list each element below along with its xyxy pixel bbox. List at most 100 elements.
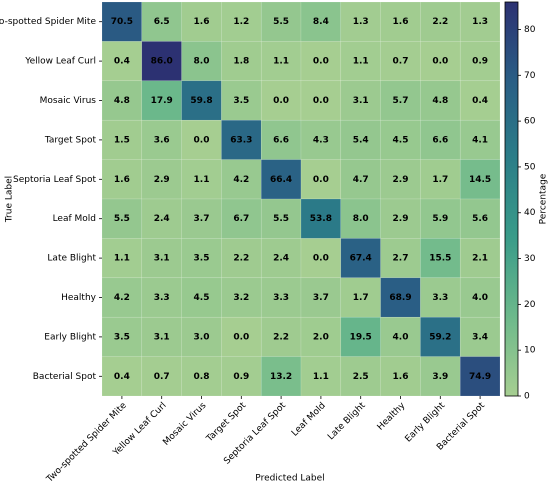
- cell-label: 3.1: [353, 96, 369, 106]
- heatmap-cell: [340, 238, 381, 279]
- y-tick-label: Yellow Leaf Curl: [24, 57, 96, 67]
- cell-label: 6.5: [154, 17, 170, 27]
- cell-label: 4.2: [233, 175, 249, 185]
- y-tick-label: Mosaic Virus: [40, 96, 97, 106]
- heatmap-cell: [459, 238, 501, 279]
- heatmap-cell: [141, 1, 182, 42]
- cell-label: 5.9: [432, 214, 448, 224]
- cell-label: 4.5: [393, 135, 409, 145]
- heatmap-cell: [459, 356, 501, 397]
- cell-label: 3.5: [114, 332, 130, 342]
- x-tick-label: Mosaic Virus: [161, 401, 208, 448]
- cell-label: 5.5: [114, 214, 130, 224]
- cell-label: 1.1: [273, 57, 289, 67]
- cell-label: 1.6: [393, 372, 409, 382]
- cell-label: 1.7: [353, 293, 369, 303]
- cell-label: 0.7: [393, 57, 409, 67]
- heatmap-cell: [300, 356, 342, 397]
- y-tick-label: Bacterial Spot: [33, 372, 97, 382]
- cell-label: 6.7: [233, 214, 249, 224]
- cell-label: 68.9: [389, 293, 411, 303]
- x-axis-label: Predicted Label: [255, 474, 324, 484]
- cell-label: 14.5: [469, 175, 491, 185]
- heatmap-cell: [181, 41, 222, 82]
- cell-label: 4.0: [393, 332, 409, 342]
- heatmap-cell: [221, 159, 262, 200]
- heatmap-cell: [260, 80, 302, 121]
- heatmap-cell: [181, 198, 222, 239]
- heatmap-cell: [181, 356, 222, 397]
- heatmap-cell: [260, 277, 302, 318]
- x-tick-label: Target Spot: [204, 400, 248, 444]
- cell-label: 0.4: [114, 57, 130, 67]
- cell-label: 2.2: [233, 254, 249, 264]
- heatmap-cell: [101, 277, 143, 318]
- heatmap-cell: [459, 41, 501, 82]
- cell-label: 5.7: [393, 96, 409, 106]
- cell-label: 4.0: [472, 293, 488, 303]
- cell-label: 2.9: [393, 214, 409, 224]
- heatmap-cell: [380, 356, 421, 397]
- colorbar-tick-label: 80: [524, 25, 536, 35]
- cell-label: 1.8: [233, 57, 249, 67]
- colorbar-tick-label: 0: [524, 392, 530, 402]
- cell-label: 0.0: [194, 135, 210, 145]
- cell-label: 67.4: [350, 254, 372, 264]
- x-tick-label: Two-spotted Spider Mite: [44, 400, 129, 484]
- colorbar-tick-label: 70: [524, 71, 536, 81]
- heatmap-cell: [101, 80, 143, 121]
- heatmap-cell: [340, 356, 381, 397]
- cell-label: 5.5: [273, 17, 289, 27]
- cell-label: 0.8: [194, 372, 210, 382]
- cell-label: 0.9: [472, 57, 488, 67]
- heatmap-cell: [300, 238, 342, 279]
- cell-label: 4.8: [432, 96, 448, 106]
- cell-label: 0.0: [273, 96, 289, 106]
- cell-label: 2.9: [154, 175, 170, 185]
- heatmap-cell: [141, 238, 182, 279]
- heatmap-cell: [420, 277, 461, 318]
- cell-label: 4.5: [194, 293, 210, 303]
- cell-label: 0.4: [114, 372, 130, 382]
- heatmap-cell: [340, 41, 381, 82]
- x-tick-label: Leaf Mold: [290, 401, 328, 439]
- y-tick-label: Two-spotted Spider Mite: [0, 17, 96, 27]
- cell-label: 2.5: [353, 372, 369, 382]
- heatmap-cell: [340, 80, 381, 121]
- heatmap-cell: [181, 277, 222, 318]
- y-tick-label: Leaf Mold: [53, 214, 96, 224]
- cell-label: 2.1: [472, 254, 488, 264]
- cell-label: 6.6: [273, 135, 289, 145]
- cell-label: 4.1: [472, 135, 488, 145]
- y-tick-label: Late Blight: [47, 254, 96, 264]
- cell-label: 0.0: [432, 57, 448, 67]
- heatmap-cell: [260, 356, 302, 397]
- cell-label: 0.9: [233, 372, 249, 382]
- cell-label: 0.0: [313, 96, 329, 106]
- cell-label: 15.5: [429, 254, 451, 264]
- cell-label: 0.0: [313, 175, 329, 185]
- cell-label: 2.2: [432, 17, 448, 27]
- y-tick-label: Septoria Leaf Spot: [13, 175, 96, 185]
- cell-label: 2.2: [273, 332, 289, 342]
- heatmap-cell: [380, 198, 421, 239]
- heatmap-cell: [380, 119, 421, 160]
- heatmap-cell: [340, 277, 381, 318]
- cell-label: 2.4: [273, 254, 289, 264]
- heatmap-cell: [141, 119, 182, 160]
- x-tick-label: Early Blight: [404, 400, 448, 444]
- cell-label: 1.5: [114, 135, 130, 145]
- heatmap-cell: [459, 80, 501, 121]
- cell-label: 1.1: [313, 372, 329, 382]
- heatmap-cell: [380, 80, 421, 121]
- heatmap-cell: [221, 316, 262, 357]
- cell-label: 2.4: [154, 214, 170, 224]
- cell-label: 3.4: [472, 332, 488, 342]
- cell-label: 3.3: [432, 293, 448, 303]
- cell-label: 66.4: [270, 175, 292, 185]
- cell-label: 1.1: [194, 175, 210, 185]
- heatmap-cell: [459, 198, 501, 239]
- x-tick-label: Healthy: [376, 400, 408, 432]
- colorbar-tick-label: 50: [524, 162, 536, 172]
